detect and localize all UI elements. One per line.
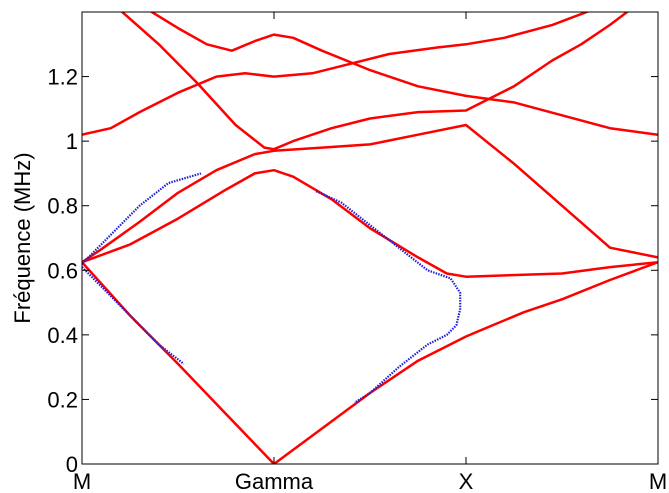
y-axis-label: Fréquence (MHz) bbox=[10, 152, 35, 323]
y-tick-label: 0.2 bbox=[47, 387, 78, 412]
y-tick-label: 1 bbox=[66, 129, 78, 154]
band-curve-1 bbox=[82, 260, 658, 464]
y-tick-label: 1.2 bbox=[47, 65, 78, 90]
bands-layer bbox=[82, 12, 658, 464]
plot-frame bbox=[81, 11, 659, 465]
ticks-layer: 0 0.2 0.4 0.6 0.8 1 1.2 M Gamma X M bbox=[47, 12, 667, 493]
y-tick-label: 0.8 bbox=[47, 194, 78, 219]
y-tick-label: 0.6 bbox=[47, 258, 78, 283]
band-curve-4 bbox=[120, 12, 630, 151]
band-curve-6 bbox=[149, 12, 658, 136]
measured-layer bbox=[82, 172, 462, 404]
band-curve-3 bbox=[82, 123, 658, 264]
band-curve-5 bbox=[82, 12, 591, 136]
x-tick-label: Gamma bbox=[235, 469, 314, 493]
x-tick-label: X bbox=[459, 469, 474, 493]
band-curve-2 bbox=[82, 168, 658, 278]
measured-points-2 bbox=[82, 172, 202, 265]
x-tick-label: M bbox=[73, 469, 91, 493]
x-tick-label: M bbox=[649, 469, 667, 493]
y-tick-label: 0.4 bbox=[47, 323, 78, 348]
measured-points-1 bbox=[82, 266, 185, 365]
measured-points-3 bbox=[315, 190, 462, 404]
y-tick-label: 0 bbox=[66, 452, 78, 477]
